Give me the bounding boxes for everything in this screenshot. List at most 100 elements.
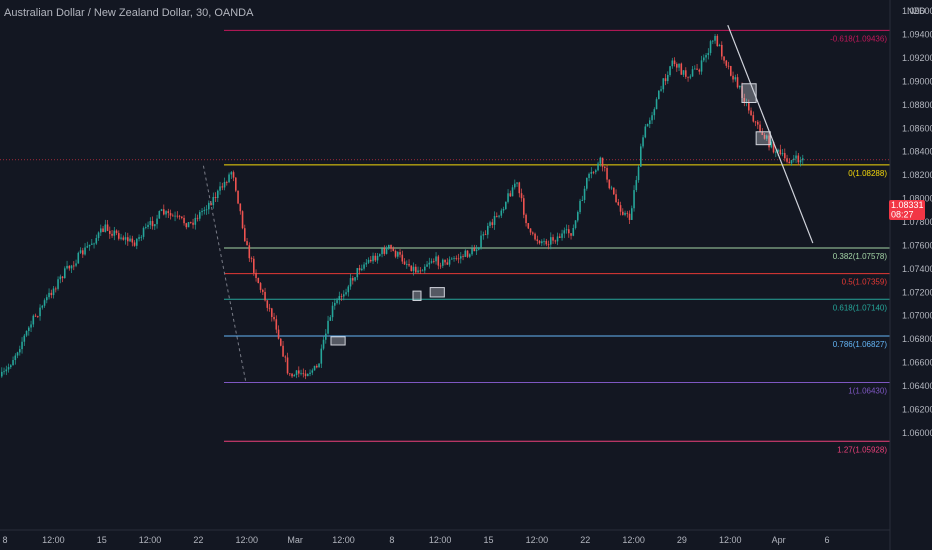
candle-body: [295, 370, 298, 375]
candle-body: [385, 247, 388, 254]
candle-body: [403, 261, 406, 265]
candle-body: [644, 126, 647, 138]
candle-body: [712, 40, 714, 42]
candle-body: [61, 276, 64, 279]
candle-body: [680, 63, 683, 75]
candle-body: [730, 66, 732, 76]
candle-body: [579, 200, 581, 213]
candle-body: [766, 135, 768, 139]
candle-body: [34, 315, 37, 317]
candle-body: [320, 348, 323, 364]
candle-body: [795, 155, 797, 159]
candle-body: [471, 248, 473, 255]
y-tick-label: 1.07800: [902, 217, 932, 227]
candle-body: [696, 68, 698, 70]
candle-body: [70, 265, 73, 269]
candle-body: [307, 373, 309, 377]
candle-body: [282, 345, 284, 357]
candle-body: [475, 249, 478, 252]
candle-body: [754, 121, 757, 123]
candle-body: [12, 360, 14, 366]
candle-body: [581, 199, 584, 201]
candle-body: [714, 35, 716, 41]
candle-body: [786, 158, 788, 162]
candle-body: [172, 215, 174, 217]
candle-body: [118, 233, 120, 239]
candle-body: [138, 237, 140, 239]
candle-body: [709, 41, 712, 53]
candle-body: [5, 369, 8, 372]
candle-body: [255, 272, 257, 278]
candle-body: [298, 370, 300, 374]
candle-body: [14, 355, 17, 361]
fib-label: 0(1.08288): [848, 169, 887, 178]
candle-body: [167, 211, 170, 214]
candle-body: [442, 259, 444, 266]
candle-body: [653, 109, 656, 116]
candle-body: [646, 124, 649, 127]
candle-body: [174, 215, 176, 217]
candle-body: [264, 291, 266, 301]
candle-body: [748, 102, 750, 111]
candle-body: [327, 320, 329, 334]
candle-body: [660, 89, 662, 91]
candle-body: [685, 70, 687, 77]
candle-body: [658, 90, 660, 100]
candle-body: [223, 182, 226, 188]
candle-body: [516, 182, 518, 184]
candle-body: [570, 233, 572, 236]
candle-body: [604, 166, 606, 168]
candle-body: [352, 278, 354, 281]
zones: [330, 83, 771, 346]
candle-body: [617, 202, 620, 206]
candle-body: [687, 76, 689, 78]
candle-body: [673, 60, 676, 65]
candle-body: [691, 69, 694, 77]
candle-body: [394, 250, 397, 257]
candle-body: [133, 242, 136, 246]
candle-body: [424, 266, 426, 271]
candle-body: [435, 256, 437, 262]
candle-body: [408, 264, 410, 266]
candle-body: [273, 316, 275, 320]
candle-body: [300, 373, 302, 375]
candle-body: [462, 256, 464, 257]
candle-body: [136, 238, 138, 246]
candle-body: [217, 190, 219, 199]
candle-body: [561, 233, 563, 238]
candle-body: [437, 256, 440, 266]
candle-body: [21, 341, 23, 350]
candle-body: [790, 160, 793, 164]
candle-body: [556, 236, 559, 242]
candle-body: [79, 250, 82, 253]
candle-body: [329, 317, 332, 321]
y-tick-label: 1.09400: [902, 30, 932, 40]
candle-body: [637, 166, 640, 181]
candle-body: [356, 268, 359, 278]
candle-body: [183, 217, 185, 224]
price-tag[interactable]: 1.08331 08:27: [889, 200, 925, 220]
candle-body: [642, 137, 644, 147]
candle-body: [28, 327, 30, 331]
candle-body: [520, 193, 523, 199]
candle-body: [725, 60, 728, 66]
price-tag-box: [889, 200, 925, 220]
y-tick-label: 1.07400: [902, 264, 932, 274]
candle-body: [181, 216, 183, 218]
candle-body: [554, 240, 557, 242]
candle-body: [55, 288, 57, 290]
candle-body: [7, 367, 10, 370]
zone-box: [412, 290, 422, 301]
x-tick-label: Apr: [772, 535, 786, 545]
candle-body: [334, 302, 336, 306]
candle-body: [723, 56, 725, 61]
candle-body: [131, 238, 134, 243]
candle-body: [309, 372, 311, 374]
trendline: [727, 24, 814, 244]
candle-body: [752, 115, 755, 122]
candle-body: [469, 254, 471, 257]
candle-body: [649, 120, 651, 125]
candle-body: [291, 373, 293, 377]
candle-body: [552, 237, 554, 241]
